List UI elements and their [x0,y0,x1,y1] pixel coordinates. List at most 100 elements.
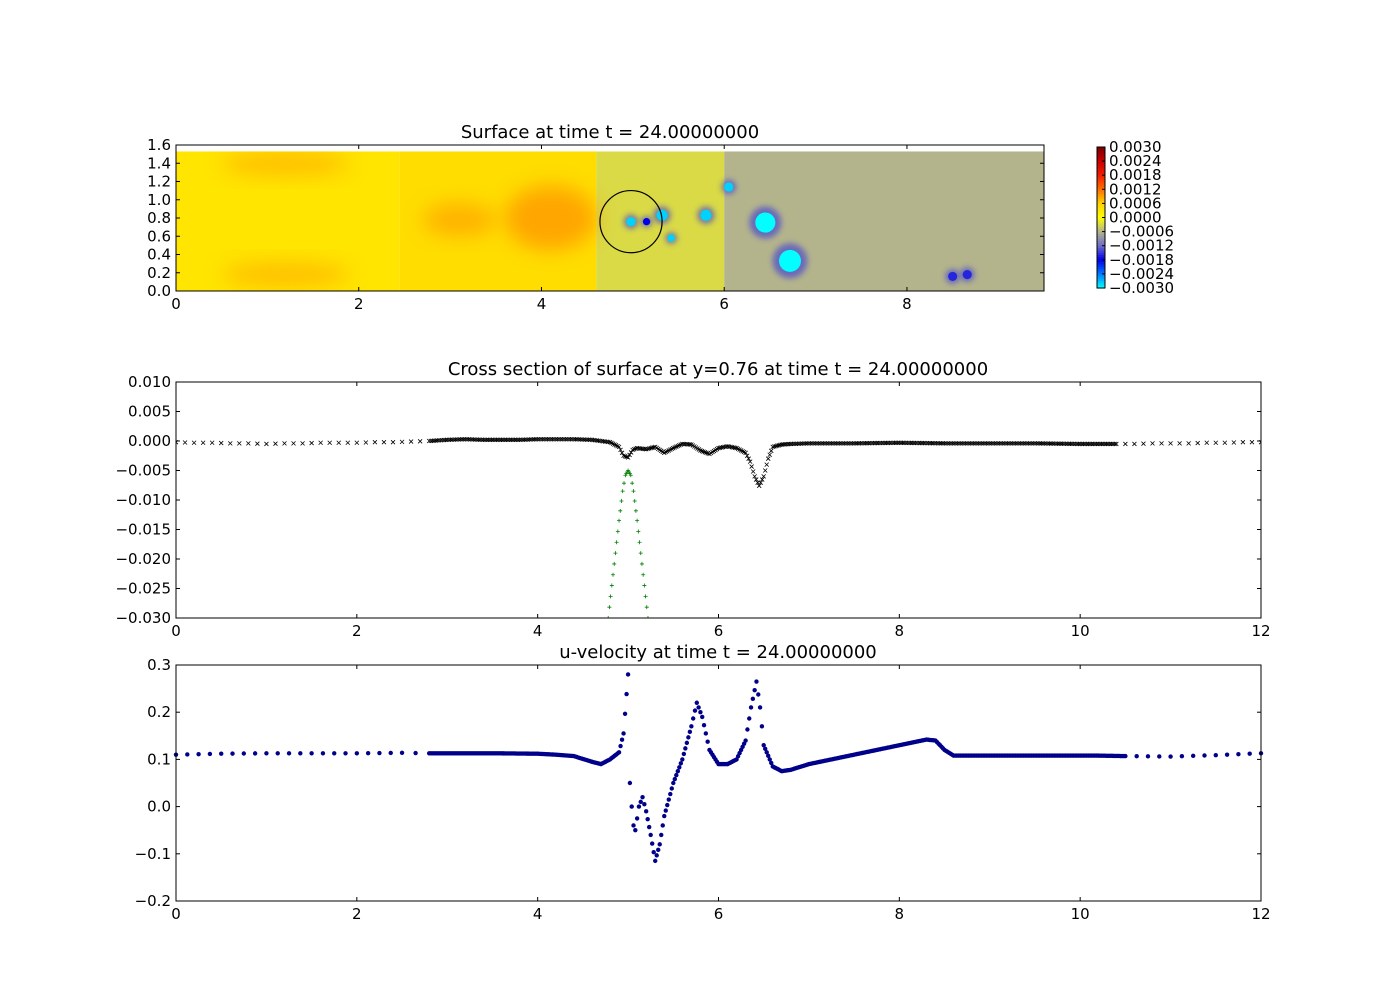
colorbar-segment [1097,257,1105,261]
colorbar: 0.00300.00240.00180.00120.00060.0000−0.0… [1096,138,1174,297]
colorbar-tick-label: 0.0012 [1109,180,1162,198]
colorbar-segment [1097,259,1105,263]
colorbar-segment [1097,236,1105,240]
u-velocity-point [196,752,201,757]
colorbar-segment [1097,245,1105,249]
u-velocity-point [616,750,622,755]
surface-x-marker [753,477,759,482]
body-plus-marker [612,561,617,566]
surface-x-marker [568,436,573,442]
body-plus-marker [617,518,622,523]
surface-x-marker [494,437,499,443]
surface-x-marker [756,483,762,489]
colorbar-segment [1097,194,1105,197]
colorbar-tick-label: −0.0012 [1109,237,1174,255]
u-velocity-xtick-label: 12 [1251,905,1270,923]
body-plus-marker [642,583,647,588]
colorbar-segment [1097,241,1105,244]
colorbar-segment [1097,217,1105,221]
colorbar-tick-label: 0.0018 [1109,166,1162,184]
colorbar-segment [1097,156,1105,160]
surface-x-marker [1240,439,1246,445]
u-velocity-point [763,746,768,751]
cross-section-xtick-label: 8 [895,622,905,640]
surface-x-marker [282,441,287,446]
colorbar-segment [1097,283,1105,287]
surface-x-marker [561,436,567,442]
u-velocity-point [649,841,655,846]
body-plus-marker [615,529,620,534]
surface-x-marker [546,436,552,442]
body-plus-marker [643,594,648,599]
surface-x-marker [1231,440,1237,445]
colorbar-segment [1097,186,1105,190]
colorbar-segment [1097,266,1105,270]
body-plus-marker [620,489,625,494]
cross-section-xtick-label: 6 [714,622,724,640]
surface-x-marker [764,462,770,467]
surface-x-marker [538,436,544,442]
surface-x-marker [1082,441,1088,447]
body-plus-marker [614,540,619,545]
u-velocity-point [648,832,653,838]
surface-x-marker [1150,441,1155,446]
heatmap-xtick-label: 8 [902,295,912,313]
colorbar-segment [1097,226,1105,230]
u-velocity-point [750,696,756,702]
u-velocity-point [640,794,645,800]
u-velocity-point [332,751,337,756]
u-velocity-point [320,751,326,756]
surface-x-marker [555,436,560,442]
u-velocity-xtick-label: 2 [352,905,362,923]
surface-x-marker [758,480,763,485]
body-plus-marker [644,605,649,610]
body-plus-marker [638,551,643,556]
u-velocity-point [645,816,650,822]
vortex-core [626,217,636,227]
heatmap-ticks: 0 2 4 6 8 0.00.20.40.60.81.01.21.41.6 [147,136,1044,313]
surface-x-marker [390,439,396,445]
colorbar-segment [1097,161,1105,165]
u-velocity-point [286,751,292,756]
surface-x-marker [767,452,773,458]
surface-x-marker [630,447,635,453]
colorbar-tick-label: 0.0006 [1109,194,1162,212]
surface-x-marker [514,437,519,443]
surface-x-marker [1107,441,1113,447]
surface-x-marker [541,436,547,442]
surface-x-marker [631,446,637,452]
surface-x-marker [1110,441,1116,447]
surface-x-marker [1102,441,1108,447]
colorbar-segment [1097,215,1105,219]
u-velocity-ytick-label: 0.2 [147,703,171,721]
surface-x-marker [300,441,305,446]
u-velocity-point [1134,754,1139,759]
u-velocity-point [759,724,765,729]
u-velocity-point [275,751,280,756]
u-velocity-point [1145,754,1151,759]
body-plus-marker [613,551,618,556]
surface-x-marker [200,440,206,446]
u-velocity-xtick-label: 6 [714,905,724,923]
u-velocity-point [413,750,418,756]
surface-x-marker [533,437,539,442]
surface-x-marker [291,441,296,446]
body-plus-marker [635,518,640,523]
surface-x-marker [1132,441,1137,447]
u-velocity-point [687,729,693,735]
colorbar-segment [1097,222,1105,226]
u-velocity-point [622,711,628,716]
u-velocity-point [686,735,691,740]
u-velocity-point [748,705,754,710]
surface-x-marker [624,454,629,460]
colorbar-segment [1097,177,1105,181]
colorbar-segment [1097,269,1105,273]
u-velocity-point [674,772,679,778]
heatmap-warm-patch [504,186,597,250]
u-velocity-point [698,710,703,715]
heatmap-warm-patch [422,203,496,237]
surface-x-marker [1168,441,1173,446]
surface-x-marker [363,440,369,445]
u-velocity-point [654,853,659,858]
